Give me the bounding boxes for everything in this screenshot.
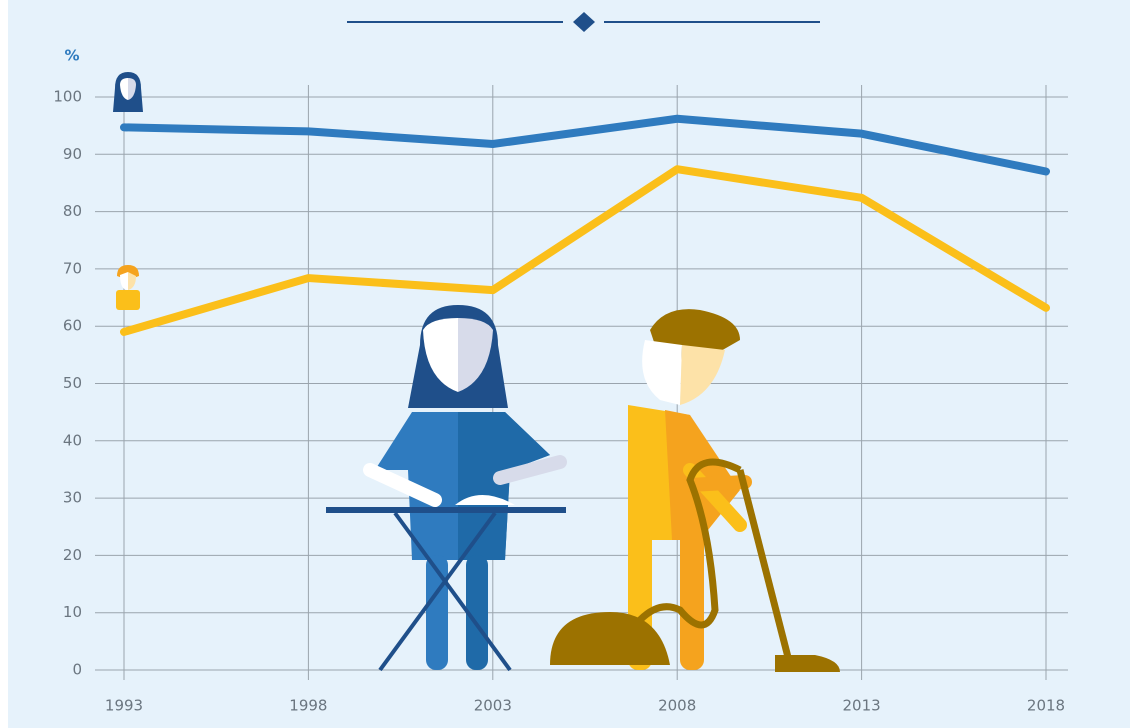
x-tick-label: 1993 <box>105 697 143 715</box>
grid: 0 10 20 30 40 50 60 70 80 90 100 1993 1998 2003 2008 20… <box>53 85 1068 715</box>
header-decoration <box>347 12 820 32</box>
y-tick-label: 90 <box>63 145 82 163</box>
y-tick-label: 80 <box>63 202 82 220</box>
y-tick-label: 20 <box>63 546 82 564</box>
x-tick-label: 1998 <box>289 697 327 715</box>
y-axis-label: % <box>64 47 79 65</box>
y-tick-label: 30 <box>63 489 82 507</box>
data-line <box>120 114 1050 176</box>
x-tick-label: 2013 <box>843 697 881 715</box>
data-line <box>120 165 1050 336</box>
y-tick-label: 0 <box>72 661 82 679</box>
lines <box>120 114 1050 336</box>
y-tick-label: 50 <box>63 374 82 392</box>
series-icons <box>113 72 143 310</box>
y-tick-label: 10 <box>63 603 82 621</box>
x-tick-label: 2008 <box>658 697 696 715</box>
x-tick-label: 2003 <box>474 697 512 715</box>
background <box>8 0 1130 728</box>
illustration <box>326 305 840 672</box>
y-tick-label: 70 <box>63 259 82 277</box>
y-tick-label: 40 <box>63 431 82 449</box>
y-tick-label: 100 <box>53 88 82 106</box>
y-tick-label: 60 <box>63 317 82 335</box>
x-tick-label: 2018 <box>1027 697 1065 715</box>
